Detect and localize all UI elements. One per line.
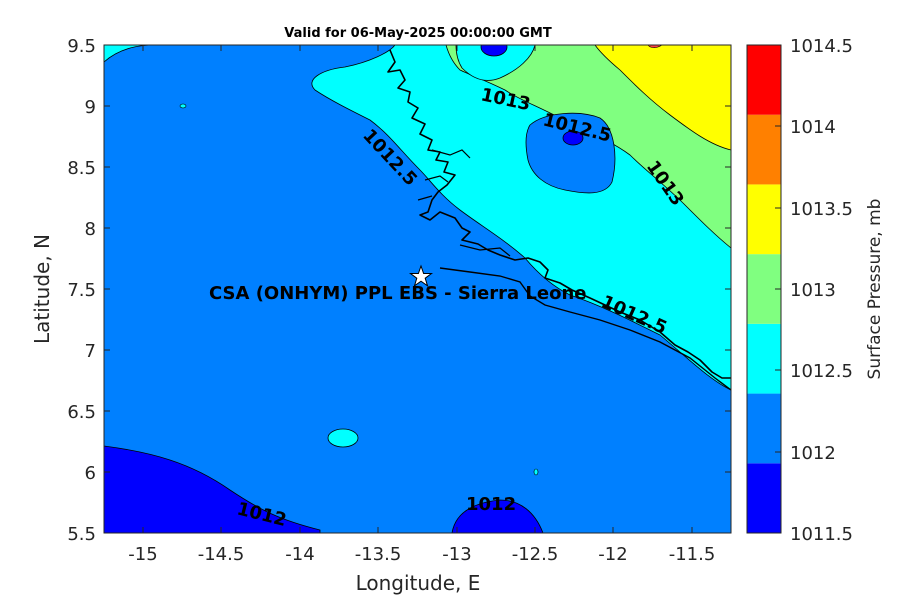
x-axis: -15 -14.5 -14 -13.5 -13 -12.5 -12 -11.5 … [128,45,715,595]
x-tick-label: -14.5 [198,544,245,565]
colorbar-band [747,114,781,185]
x-tick-label: -13.5 [355,544,402,565]
colorbar-band [747,45,781,115]
field-speck-west [179,103,187,109]
contour-label-1012-south: 1012 [466,494,516,515]
field-1012.5-pocket [455,45,536,81]
x-tick-label: -15 [128,544,157,565]
colorbar-tick-label: 1013 [790,280,836,301]
field-1012.5-blob [327,428,359,448]
field-1012-pocket [525,112,616,194]
colorbar-band [747,184,781,255]
x-tick-label: -11.5 [669,544,716,565]
colorbar-bands [747,45,781,533]
colorbar-tick-label: 1012 [790,443,836,464]
figure-title: Valid for 06-May-2025 00:00:00 GMT [284,26,552,41]
coastline-estuary [417,149,511,257]
colorbar: 1014.5 1014 1013.5 1013 1012.5 1012 1011… [746,36,885,545]
x-tick-label: -14 [285,544,314,565]
colorbar-tick-label: 1014 [790,117,836,138]
field-1011.5-southwest [104,445,321,533]
y-axis: 9.5 9 8.5 8 7.5 7 6.5 6 5.5 Latitude, N [30,36,731,545]
site-label: CSA (ONHYM) PPL EBS - Sierra Leone [209,283,586,304]
coastline-islands [439,267,731,391]
y-tick-label: 8.5 [67,158,96,179]
y-axis-label: Latitude, N [30,234,54,344]
field-1011.5-north-center [480,45,508,57]
colorbar-band [747,393,781,464]
colorbar-band [747,323,781,394]
colorbar-tick-label: 1014.5 [790,36,853,57]
colorbar-label: Surface Pressure, mb [865,199,885,380]
y-tick-label: 9 [85,97,96,118]
field-1013.5-northeast [594,45,731,151]
x-tick-label: -13 [442,544,471,565]
y-tick-label: 5.5 [67,524,96,545]
y-tick-label: 8 [85,219,96,240]
y-tick-label: 6.5 [67,402,96,423]
y-tick-label: 7.5 [67,280,96,301]
site-star-icon [408,264,434,288]
colorbar-band [747,463,781,533]
x-tick-label: -12.5 [512,544,559,565]
colorbar-tick-label: 1011.5 [790,524,853,545]
y-tick-label: 7 [85,341,96,362]
field-1011.5-south [451,499,544,533]
y-tick-label: 6 [85,463,96,484]
coastline [387,49,731,379]
colorbar-tick-label: 1013.5 [790,199,853,220]
field-1011.5-low-center [562,130,584,146]
x-tick-label: -12 [598,544,627,565]
colorbar-tick-label: 1012.5 [790,361,853,382]
field-speck-south [533,468,539,476]
map-plot-area [104,45,731,533]
x-axis-label: Longitude, E [356,571,481,595]
y-tick-label: 9.5 [67,36,96,57]
